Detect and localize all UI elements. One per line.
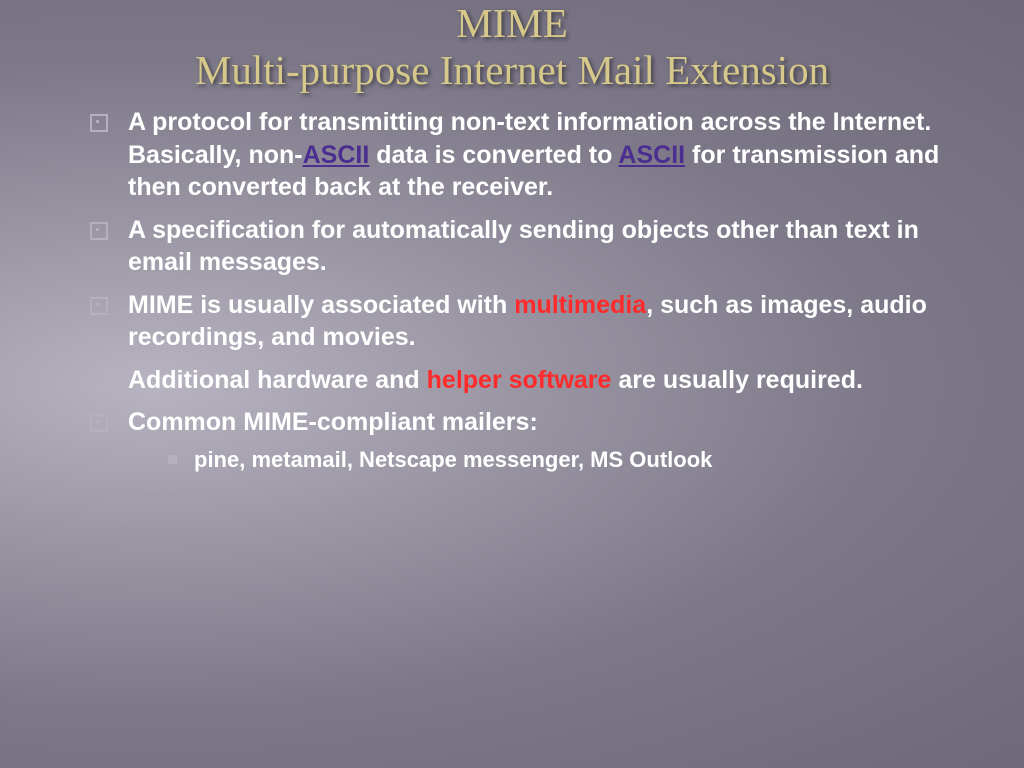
hyperlink-text: ASCII	[618, 141, 685, 169]
highlighted-text: multimedia	[514, 291, 646, 319]
bullet-item: A specification for automatically sendin…	[90, 214, 954, 279]
slide-content: A protocol for transmitting non-text inf…	[70, 106, 954, 474]
body-text: Additional hardware and	[128, 366, 427, 394]
body-text: are usually required.	[611, 366, 863, 394]
body-text: MIME is usually associated with	[128, 291, 514, 319]
sub-list: pine, metamail, Netscape messenger, MS O…	[128, 445, 954, 475]
hyperlink-text: ASCII	[303, 141, 370, 169]
body-text: data is converted to	[369, 141, 618, 169]
bullet-list: A protocol for transmitting non-text inf…	[90, 106, 954, 474]
highlighted-text: helper software	[427, 366, 612, 394]
title-line-1: MIME	[456, 0, 568, 46]
bullet-item: Common MIME-compliant mailers: pine, meta…	[90, 406, 954, 474]
body-text: A specification for automatically sendin…	[128, 216, 919, 277]
bullet-item: Additional hardware and helper software …	[90, 364, 954, 397]
bullet-item: A protocol for transmitting non-text inf…	[90, 106, 954, 204]
slide-title: MIME Multi-purpose Internet Mail Extensi…	[70, 0, 954, 94]
slide-container: MIME Multi-purpose Internet Mail Extensi…	[0, 0, 1024, 768]
sub-bullet-item: pine, metamail, Netscape messenger, MS O…	[168, 445, 954, 475]
bullet-item: MIME is usually associated with multimed…	[90, 289, 954, 354]
title-line-2: Multi-purpose Internet Mail Extension	[195, 47, 829, 93]
body-text: Common MIME-compliant mailers:	[128, 408, 538, 436]
